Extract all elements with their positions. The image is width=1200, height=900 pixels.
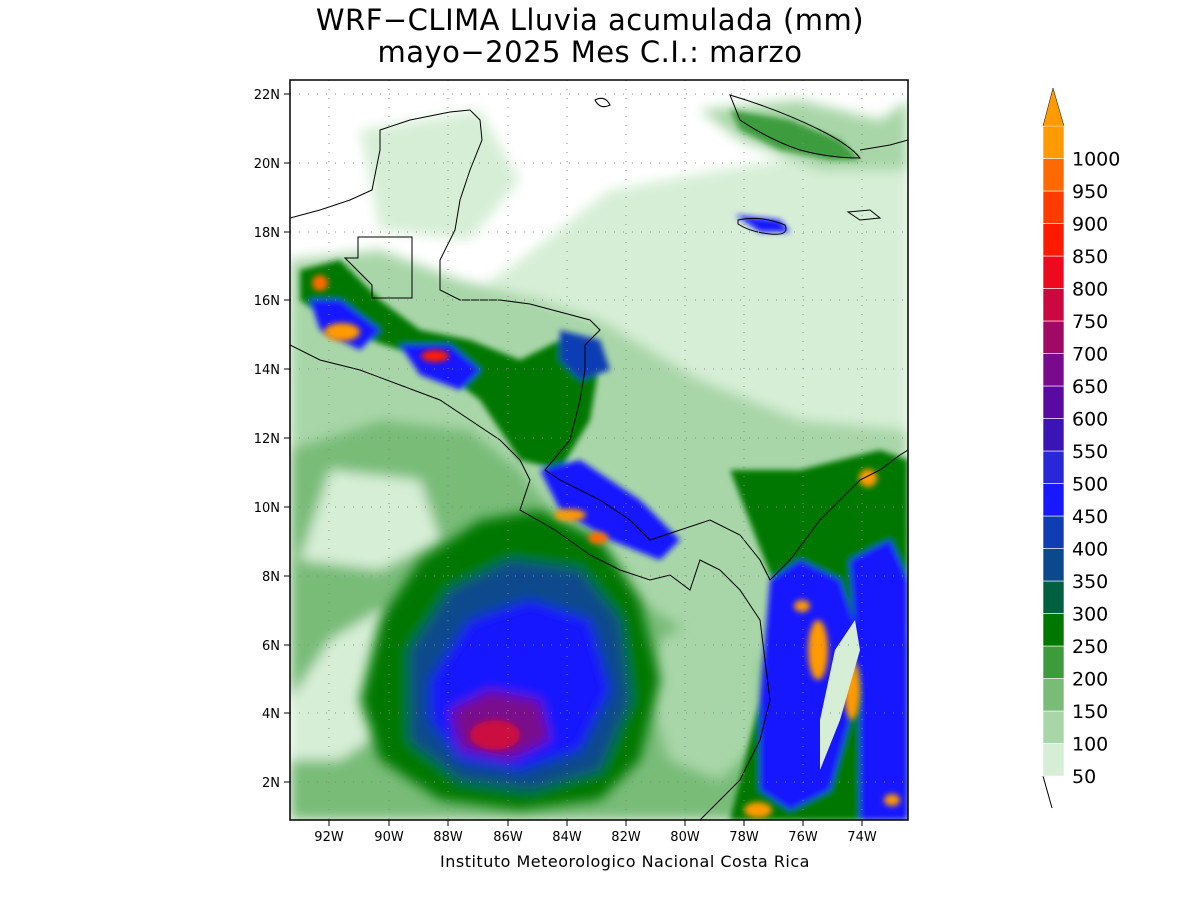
map-title-line1: WRF−CLIMA Lluvia acumulada (mm)	[315, 3, 865, 37]
lat-label: 14N	[254, 363, 280, 378]
colorbar-label: 500	[1072, 474, 1108, 496]
latitude-axis: 22N 20N 18N 16N 14N 12N 10N 8N 6N 4N 2N	[254, 88, 290, 791]
colorbar-label: 700	[1072, 344, 1108, 366]
lat-label: 20N	[254, 157, 280, 172]
colorbar-label: 350	[1072, 571, 1108, 593]
colorbar-swatch	[1042, 418, 1065, 452]
colorbar-label: 50	[1072, 766, 1096, 788]
colorbar-label: 550	[1072, 441, 1108, 463]
colorbar-swatch	[1042, 548, 1065, 582]
map-frame	[289, 79, 909, 821]
colorbar-label: 1000	[1072, 149, 1120, 171]
rainfall-field	[290, 80, 908, 820]
lat-label: 6N	[262, 639, 280, 654]
colorbar-swatch	[1042, 158, 1065, 192]
colorbar-swatch	[1042, 710, 1065, 744]
colorbar-label: 950	[1072, 181, 1108, 203]
colorbar-swatch	[1042, 450, 1065, 484]
colorbar-label: 600	[1072, 409, 1108, 431]
colorbar-label: 650	[1072, 376, 1108, 398]
colorbar-swatch	[1042, 385, 1065, 419]
lon-label: 74W	[847, 830, 877, 845]
longitude-axis: 92W 90W 88W 86W 84W 82W 80W 78W 76W 74W	[314, 820, 877, 845]
colorbar-swatch	[1042, 678, 1065, 712]
lat-label: 4N	[262, 707, 280, 722]
colorbar-swatch	[1042, 743, 1065, 777]
lon-label: 88W	[433, 830, 463, 845]
colorbar: 50 100 150 200 250 300 350 400 450 500 550 600 650 70…	[1042, 87, 1120, 809]
lon-label: 76W	[788, 830, 818, 845]
colorbar-label: 100	[1072, 734, 1108, 756]
colorbar-label: 800	[1072, 279, 1108, 301]
map-title-line2: mayo−2025 Mes C.I.: marzo	[377, 35, 803, 69]
colorbar-swatch	[1042, 580, 1065, 614]
lat-label: 8N	[262, 570, 280, 585]
colorbar-swatch	[1042, 515, 1065, 549]
colorbar-label: 450	[1072, 506, 1108, 528]
lon-label: 80W	[670, 830, 700, 845]
colorbar-swatch	[1042, 613, 1065, 647]
colorbar-label: 850	[1072, 246, 1108, 268]
lon-label: 90W	[374, 830, 404, 845]
colorbar-swatch	[1042, 223, 1065, 257]
colorbar-label: 300	[1072, 604, 1108, 626]
colorbar-swatch	[1042, 190, 1065, 224]
colorbar-swatch	[1042, 125, 1065, 159]
colorbar-overflow-triangle	[1042, 87, 1065, 127]
lat-label: 22N	[254, 88, 280, 103]
colorbar-tail	[1042, 775, 1053, 809]
lon-label: 86W	[493, 830, 523, 845]
colorbar-swatch	[1042, 353, 1065, 387]
footer-credit: Instituto Meteorologico Nacional Costa R…	[440, 852, 810, 871]
colorbar-swatch	[1042, 483, 1065, 517]
colorbar-label: 900	[1072, 214, 1108, 236]
lat-label: 16N	[254, 294, 280, 309]
lon-label: 92W	[314, 830, 344, 845]
colorbar-swatch	[1042, 320, 1065, 354]
lat-label: 10N	[254, 501, 280, 516]
colorbar-swatch	[1042, 288, 1065, 322]
lat-label: 18N	[254, 226, 280, 241]
colorbar-swatch	[1042, 645, 1065, 679]
colorbar-label: 250	[1072, 636, 1108, 658]
lat-label: 12N	[254, 432, 280, 447]
colorbar-label: 750	[1072, 311, 1108, 333]
colorbar-label: 400	[1072, 539, 1108, 561]
lat-label: 2N	[262, 776, 280, 791]
colorbar-label: 150	[1072, 701, 1108, 723]
colorbar-label: 200	[1072, 669, 1108, 691]
lon-label: 78W	[729, 830, 759, 845]
lon-label: 84W	[552, 830, 582, 845]
colorbar-swatch	[1042, 255, 1065, 289]
lon-label: 82W	[611, 830, 641, 845]
